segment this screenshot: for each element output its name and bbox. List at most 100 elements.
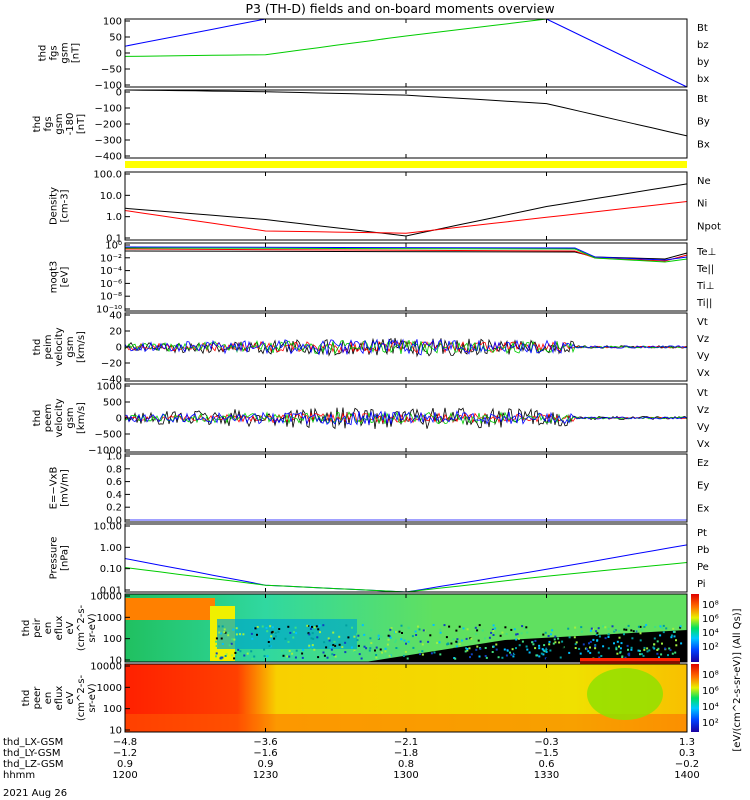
y-axis-label: Pressure — [49, 537, 60, 580]
ion-spectrogram-pixel — [407, 640, 410, 643]
ion-spectrogram-pixel — [282, 654, 285, 657]
ion-spectrogram-pixel — [661, 642, 663, 645]
y-axis-label: eflux — [54, 686, 65, 711]
ion-spectrogram-pixel — [665, 627, 668, 630]
ion-spectrogram-pixel — [287, 640, 290, 643]
y-axis-label: [eV] — [60, 267, 71, 288]
legend-entry: by — [697, 57, 709, 68]
y-tick-label: 1000 — [97, 613, 122, 624]
ion-spectrogram-pixel — [351, 626, 353, 629]
y-axis-label: sr-eV) — [87, 613, 98, 642]
ion-spectrogram-pixel — [223, 628, 226, 631]
ion-spectrogram-pixel — [641, 628, 644, 631]
ion-spectrogram-pixel — [439, 653, 442, 656]
ion-spectrogram-pixel — [353, 649, 356, 652]
ion-spectrogram-pixel — [548, 640, 551, 643]
ion-spectrogram-pixel — [353, 635, 356, 638]
trace-peem-vy — [124, 411, 688, 425]
ion-spectrogram-pixel — [645, 624, 648, 626]
ion-spectrogram-pixel — [679, 625, 682, 628]
ion-spectrogram-pixel — [492, 642, 495, 645]
ion-spectrogram-pixel — [389, 636, 392, 639]
ion-spectrogram-pixel — [567, 627, 570, 630]
ion-spectrogram-pixel — [294, 626, 297, 629]
ion-spectrogram-pixel — [538, 647, 541, 650]
ion-spectrogram-pixel — [377, 634, 380, 637]
legend-entry: bx — [697, 74, 709, 85]
ion-spectrogram-pixel — [545, 649, 548, 652]
y-tick-label: 0 — [116, 414, 122, 425]
trace-density-Ni — [124, 183, 688, 237]
ion-spectrogram-pixel — [492, 634, 495, 636]
ion-spectrogram-pixel — [273, 637, 276, 640]
ion-spectrogram-pixel — [648, 649, 651, 652]
ion-spectrogram-pixel — [266, 630, 269, 633]
ion-spectrogram-pixel — [501, 631, 504, 634]
ion-spectrogram-pixel — [448, 652, 451, 654]
x-axis-value: −4.8 — [113, 737, 137, 748]
ion-spectrogram-pixel — [309, 648, 312, 651]
ion-spectrogram-pixel — [521, 625, 524, 628]
ion-spectrogram-pixel — [233, 638, 236, 641]
ion-spectrogram-pixel — [594, 644, 597, 647]
ion-spectrogram-pixel — [288, 650, 291, 652]
ion-spectrogram-pixel — [659, 625, 662, 628]
ion-spectrogram-pixel — [403, 639, 406, 642]
ion-spectrogram-pixel — [479, 647, 482, 650]
ion-spectrogram-warm-band — [125, 598, 215, 620]
ion-spectrogram-pixel — [624, 656, 627, 659]
ion-spectrogram-pixel — [221, 656, 224, 659]
ion-spectrogram-pixel — [660, 653, 663, 656]
ion-spectrogram-pixel — [521, 640, 524, 643]
ion-spectrogram-pixel — [595, 630, 598, 633]
ion-spectrogram-pixel — [225, 653, 228, 656]
ion-spectrogram-pixel — [360, 657, 363, 660]
ion-spectrogram-pixel — [639, 625, 642, 628]
ion-spectrogram-pixel — [357, 644, 360, 647]
ion-spectrogram-pixel — [542, 649, 545, 652]
ion-spectrogram-pixel — [365, 647, 368, 650]
ion-spectrogram-pixel — [582, 643, 585, 646]
ion-spectrogram-pixel — [657, 647, 660, 650]
ion-spectrogram-pixel — [328, 639, 331, 642]
ion-spectrogram-pixel — [596, 632, 599, 635]
legend-entry: Bx — [697, 139, 710, 150]
ion-spectrogram-pixel — [597, 627, 600, 630]
ion-spectrogram-pixel — [484, 647, 487, 649]
ion-spectrogram-pixel — [411, 635, 414, 638]
ion-spectrogram-pixel — [317, 628, 320, 631]
ion-spectrogram-pixel — [289, 631, 292, 634]
ion-spectrogram-pixel — [333, 654, 336, 656]
ion-spectrogram-pixel — [454, 657, 457, 660]
ion-spectrogram-pixel — [230, 654, 233, 657]
ion-spectrogram-pixel — [215, 637, 218, 640]
ion-spectrogram-pixel — [652, 646, 655, 649]
y-axis-label: peim — [43, 334, 54, 359]
legend-entry: Ez — [697, 458, 709, 469]
ion-spectrogram-pixel — [525, 626, 528, 629]
ion-spectrogram-pixel — [307, 632, 310, 635]
ion-spectrogram-pixel — [295, 632, 298, 635]
ion-spectrogram-pixel — [421, 643, 424, 646]
ion-spectrogram-pixel — [670, 636, 673, 639]
ion-spectrogram-pixel — [629, 643, 632, 645]
ion-spectrogram-pixel — [326, 654, 329, 656]
ion-spectrogram-pixel — [506, 649, 509, 652]
ion-spectrogram-pixel — [630, 648, 633, 651]
ion-spectrogram-pixel — [470, 637, 473, 640]
trace-pressure-Pi — [124, 544, 688, 593]
ion-spectrogram-pixel — [525, 645, 528, 648]
ion-spectrogram-pixel — [643, 625, 646, 628]
ion-spectrogram-pixel — [462, 627, 465, 630]
ion-spectrogram-pixel — [312, 637, 315, 640]
ion-spectrogram-pixel — [568, 636, 571, 639]
ion-spectrogram-pixel — [659, 634, 662, 637]
ion-spectrogram-pixel — [329, 646, 332, 649]
ion-spectrogram-pixel — [476, 629, 479, 632]
y-tick-label: 10000 — [90, 592, 122, 603]
y-axis-label: thd — [32, 410, 43, 427]
ion-spectrogram-pixel — [630, 635, 633, 637]
ion-spectrogram-pixel — [639, 653, 641, 656]
ion-spectrogram-pixel — [274, 632, 277, 634]
ion-spectrogram-pixel — [387, 634, 390, 637]
